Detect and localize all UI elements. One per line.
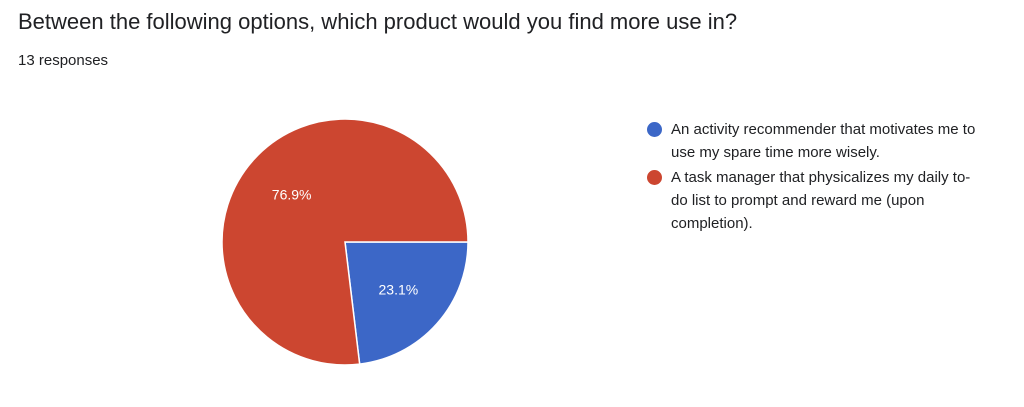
- legend-item-activity-recommender: An activity recommender that motivates m…: [647, 118, 977, 164]
- question-title: Between the following options, which pro…: [18, 9, 738, 34]
- legend-swatch-blue: [647, 122, 662, 137]
- legend-label: An activity recommender that motivates m…: [671, 121, 976, 161]
- response-count: 13 responses: [18, 52, 109, 69]
- pie-label-task-manager: 76.9%: [272, 187, 312, 203]
- chart-legend: An activity recommender that motivates m…: [647, 118, 977, 237]
- pie-label-activity-recommender: 23.1%: [379, 281, 419, 297]
- pie-slice-task-manager: [221, 118, 469, 366]
- legend-item-task-manager: A task manager that physicalizes my dail…: [647, 166, 977, 235]
- pie-slice-activity-recommender: [344, 241, 469, 365]
- legend-label: A task manager that physicalizes my dail…: [671, 169, 971, 232]
- legend-swatch-red: [647, 170, 662, 185]
